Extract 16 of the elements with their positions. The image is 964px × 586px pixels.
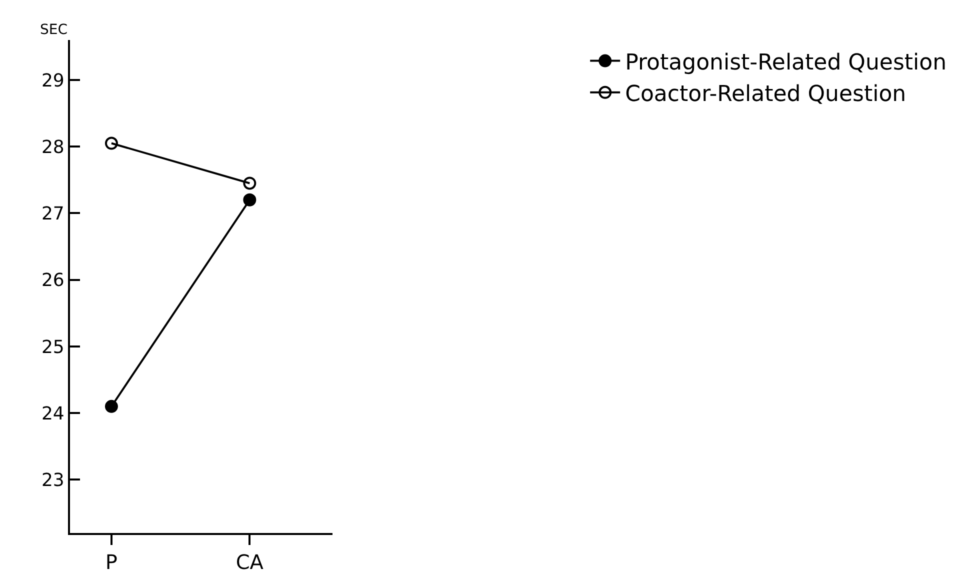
y-tick-label: 23: [41, 470, 64, 491]
y-tick-label: 29: [41, 70, 64, 92]
y-tick-label: 24: [41, 403, 64, 424]
point: [104, 400, 118, 413]
x-tick-label: CA: [236, 550, 264, 574]
y-axis-title: SEC: [40, 22, 68, 38]
point: [243, 176, 256, 190]
y-tick-label: 25: [41, 336, 64, 358]
y-tick-label: 28: [41, 136, 64, 158]
legend-label: Coactor-Related Question: [625, 82, 906, 107]
legend-label: Protagonist-Related Question: [625, 50, 947, 76]
point: [243, 193, 256, 206]
point: [104, 136, 118, 150]
y-tick-label: 26: [41, 270, 64, 292]
x-tick-label: P: [105, 550, 118, 574]
y-tick-label: 27: [41, 204, 64, 225]
